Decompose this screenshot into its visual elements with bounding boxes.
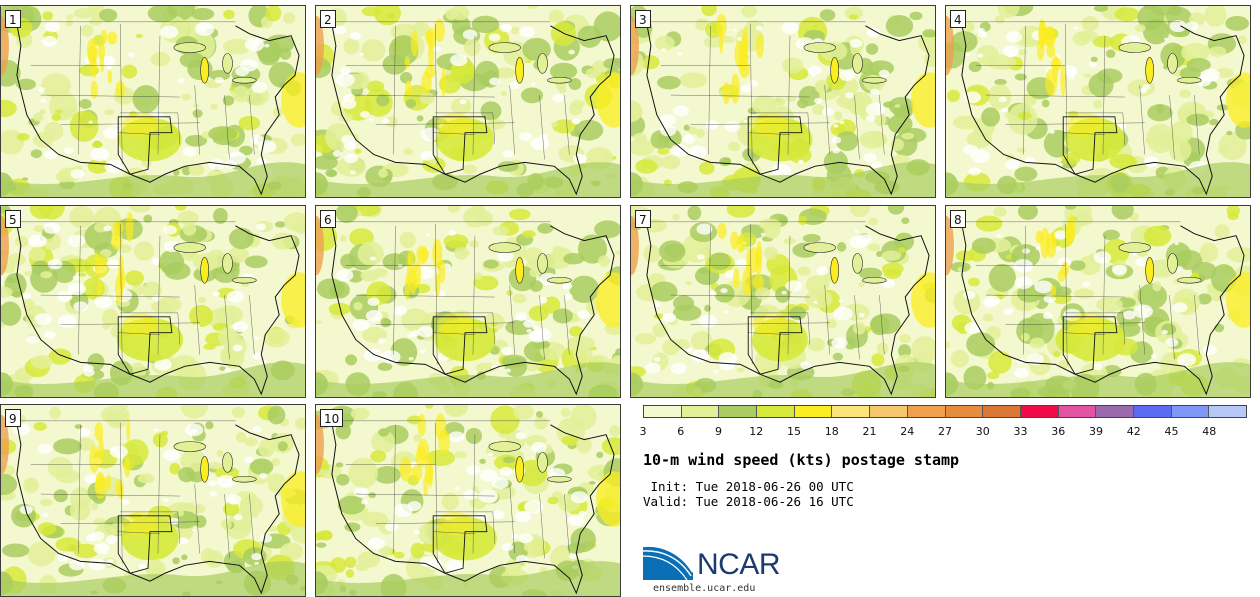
member-panel-1: 1 [0, 5, 306, 198]
colorbar-segment [1209, 406, 1246, 417]
colorbar-segment [832, 406, 871, 417]
colorbar-segment [1058, 406, 1097, 417]
member-label: 8 [950, 210, 966, 228]
colorbar-tick-label: 33 [1013, 425, 1028, 438]
colorbar-segment [1171, 406, 1210, 417]
colorbar-tick-label: 48 [1202, 425, 1217, 438]
member-label: 9 [5, 409, 21, 427]
member-panel-3: 3 [630, 5, 936, 198]
colorbar [643, 405, 1247, 418]
ncar-swoosh-icon [642, 544, 695, 581]
colorbar-tick-label: 6 [677, 425, 685, 438]
colorbar-tick-label: 3 [639, 425, 647, 438]
member-panel-10: 10 [315, 404, 621, 597]
colorbar-tick-label: 39 [1089, 425, 1103, 438]
colorbar-segment [870, 406, 908, 417]
colorbar-segment [945, 406, 984, 417]
colorbar-tick-label: 18 [824, 425, 839, 438]
member-label: 6 [320, 210, 336, 228]
wind-map [946, 206, 1250, 397]
ncar-logo: NCAR [642, 540, 793, 584]
colorbar-tick-label: 24 [900, 425, 915, 438]
colorbar-segment [1020, 406, 1059, 417]
member-label: 1 [5, 10, 21, 28]
wind-map [631, 6, 935, 197]
colorbar-tick-label: 12 [749, 425, 764, 438]
colorbar-segment [1133, 406, 1172, 417]
ncar-logo-text: NCAR [697, 548, 781, 581]
colorbar-segment [983, 406, 1021, 417]
member-panel-5: 5 [0, 205, 306, 398]
member-label: 5 [5, 210, 21, 228]
wind-map [316, 206, 620, 397]
wind-map [316, 405, 620, 596]
colorbar-tick-label: 15 [787, 425, 801, 438]
colorbar-segment [907, 406, 946, 417]
colorbar-tick-label: 45 [1164, 425, 1179, 438]
init-time: Init: Tue 2018-06-26 00 UTC [643, 479, 854, 494]
member-panel-7: 7 [630, 205, 936, 398]
member-panel-4: 4 [945, 5, 1251, 198]
logo-url: ensemble.ucar.edu [653, 583, 756, 594]
colorbar-segment [681, 406, 720, 417]
member-label: 10 [320, 409, 344, 427]
member-panel-6: 6 [315, 205, 621, 398]
colorbar-tick-label: 42 [1126, 425, 1141, 438]
colorbar-tick-label: 36 [1051, 425, 1066, 438]
wind-map [1, 6, 305, 197]
colorbar-segment [719, 406, 758, 417]
member-label: 4 [950, 10, 966, 28]
colorbar-tick-label: 21 [862, 425, 877, 438]
wind-map [1, 405, 305, 596]
plot-title: 10-m wind speed (kts) postage stamp [643, 451, 960, 469]
wind-map [631, 206, 935, 397]
colorbar-tick-label: 30 [975, 425, 990, 438]
member-panel-9: 9 [0, 404, 306, 597]
member-label: 3 [635, 10, 651, 28]
colorbar-segment [757, 406, 795, 417]
colorbar-segment [1096, 406, 1134, 417]
wind-map [1, 206, 305, 397]
wind-map [946, 6, 1250, 197]
member-panel-2: 2 [315, 5, 621, 198]
valid-time: Valid: Tue 2018-06-26 16 UTC [643, 494, 854, 509]
colorbar-segment [794, 406, 833, 417]
colorbar-tick-label: 27 [938, 425, 952, 438]
colorbar-tick-labels: 3 6 9 12 15 18 21 24 27 30 33 36 39 42 45 48 [639, 425, 1247, 439]
colorbar-tick-label: 9 [715, 425, 722, 438]
member-panel-8: 8 [945, 205, 1251, 398]
member-label: 2 [320, 10, 336, 28]
wind-map [316, 6, 620, 197]
member-label: 7 [635, 210, 651, 228]
colorbar-segment [644, 406, 682, 417]
